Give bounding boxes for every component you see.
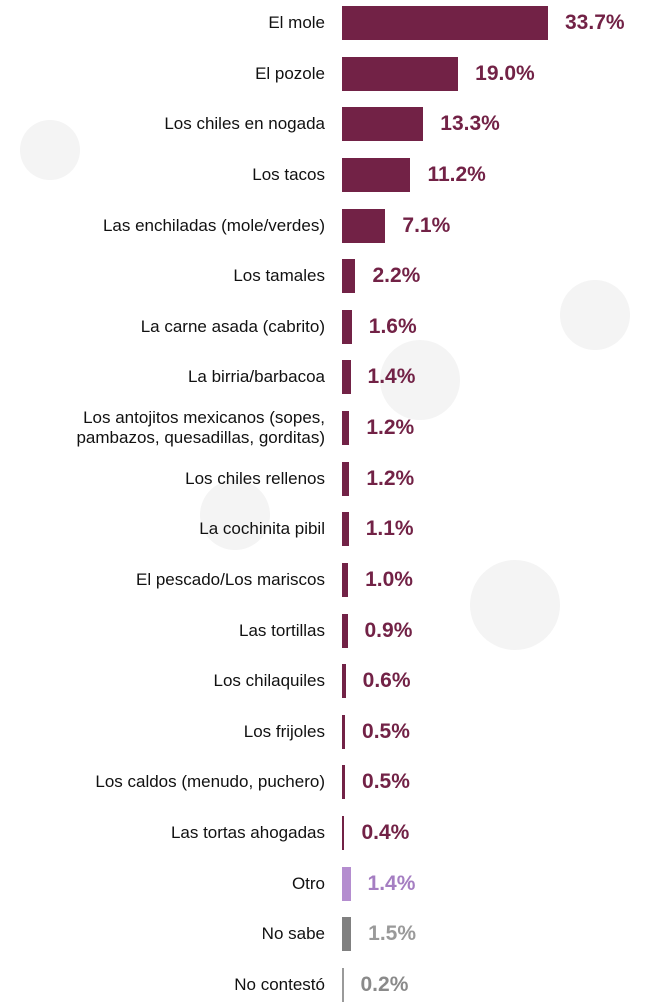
bar <box>342 512 349 547</box>
category-label: Los chiles rellenos <box>185 468 325 488</box>
category-label: Los tamales <box>233 266 325 286</box>
category-label: Las tortillas <box>239 620 325 640</box>
bar <box>342 411 350 446</box>
bar <box>342 461 350 496</box>
bar <box>342 107 424 142</box>
decoration <box>20 120 80 180</box>
value-label: 1.1% <box>365 517 414 541</box>
category-label: Otro <box>291 873 325 893</box>
value-label: 0.9% <box>364 618 413 642</box>
value-label: 1.0% <box>365 567 413 591</box>
value-label: 7.1% <box>402 213 451 237</box>
value-label: 1.2% <box>366 466 415 490</box>
category-label: Los frijoles <box>243 721 325 741</box>
category-label: El pozole <box>255 63 325 83</box>
bar <box>342 360 351 395</box>
bar <box>342 157 411 192</box>
category-label: La carne asada (cabrito) <box>140 316 325 336</box>
category-label: No contestó <box>234 974 325 994</box>
bar <box>342 765 346 800</box>
value-label: 11.2% <box>427 162 486 186</box>
category-label: Las tortas ahogadas <box>170 823 325 843</box>
bar <box>342 664 346 699</box>
value-label: 1.5% <box>368 922 417 946</box>
bar <box>342 816 345 851</box>
bar <box>342 714 346 749</box>
bar <box>342 6 548 40</box>
bar <box>342 613 348 648</box>
value-label: 0.4% <box>361 821 410 845</box>
value-label: 1.2% <box>366 416 415 440</box>
bar <box>342 967 344 1002</box>
value-label: 0.2% <box>360 972 409 996</box>
value-label: 0.5% <box>362 719 410 743</box>
value-label: 0.5% <box>362 770 410 794</box>
category-label: No sabe <box>261 924 325 944</box>
category-label: Los chilaquiles <box>213 671 325 691</box>
category-label: Las enchiladas (mole/verdes) <box>102 215 325 235</box>
value-label: 19.0% <box>475 61 535 85</box>
value-label: 0.6% <box>362 669 411 693</box>
category-label: La cochinita pibil <box>199 519 325 539</box>
decoration <box>560 280 630 350</box>
decoration <box>470 560 560 650</box>
category-label: El pescado/Los mariscos <box>136 569 325 589</box>
value-label: 2.2% <box>372 264 421 288</box>
category-label: Los chiles en nogada <box>164 114 325 134</box>
bar <box>342 56 459 91</box>
value-label: 1.6% <box>368 314 417 338</box>
category-label: La birria/barbacoa <box>187 367 325 387</box>
category-label: El mole <box>268 13 325 32</box>
bar <box>342 562 349 597</box>
bar <box>342 866 351 901</box>
category-label: Los antojitos mexicanos (sopes, pambazos… <box>76 408 325 448</box>
bar <box>342 917 352 952</box>
category-label: Los caldos (menudo, puchero) <box>95 772 325 792</box>
bar <box>342 208 386 243</box>
value-label: 13.3% <box>440 112 500 136</box>
value-label: 1.4% <box>367 871 416 895</box>
decoration <box>200 480 270 550</box>
value-label: 1.4% <box>367 365 416 389</box>
decoration <box>380 340 460 420</box>
value-label: 33.7% <box>565 11 625 34</box>
category-label: Los tacos <box>252 164 325 184</box>
bar <box>342 309 352 344</box>
bar <box>342 259 356 294</box>
